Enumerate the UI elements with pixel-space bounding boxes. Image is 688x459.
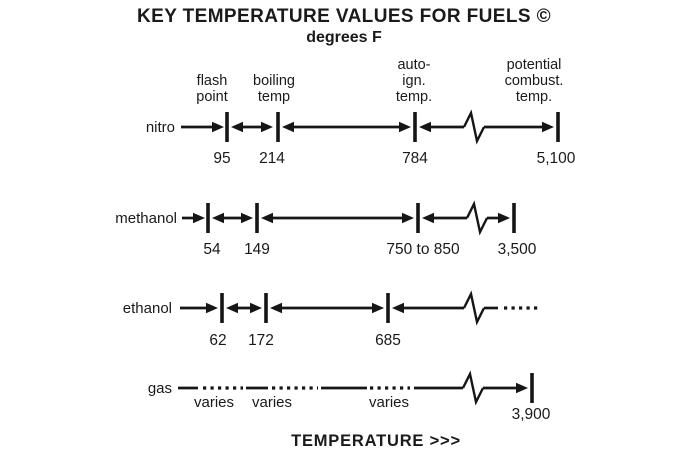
break-symbol [462, 109, 486, 145]
methanol-combust-value: 3,500 [497, 241, 537, 258]
arrowhead-left [261, 212, 273, 224]
ethanol-flash-point-value: 62 [209, 332, 227, 349]
ethanol-scale [180, 290, 538, 326]
fuel-label-gas: gas [147, 380, 172, 397]
column-header-flash-point: flash point [196, 73, 227, 105]
column-header-potential-combust-temp: potential combust. temp. [505, 57, 564, 105]
arrowhead-right [206, 302, 218, 314]
gas-combust-tick [530, 373, 534, 403]
arrowhead-left [419, 121, 431, 133]
arrowhead-right [250, 302, 262, 314]
fuel-label-ethanol: ethanol [122, 300, 172, 317]
header-line: ign. [402, 73, 426, 89]
arrowhead-left [422, 212, 434, 224]
arrowhead-right [193, 212, 205, 224]
header-line: temp [257, 89, 291, 105]
methanol-flash-point-value: 54 [203, 241, 221, 258]
header-line: point [196, 89, 228, 105]
methanol-auto-ign-value: 750 to 850 [386, 241, 460, 258]
ethanol-autoign-tick [386, 293, 390, 323]
column-header-boiling-temp: boiling temp [253, 73, 295, 105]
nitro-boiling-tick [276, 112, 280, 142]
column-header-auto-ign-temp: auto- ign. temp. [396, 57, 432, 105]
nitro-auto-ign-value: 784 [402, 150, 428, 167]
methanol-autoign-tick [416, 203, 420, 233]
break-symbol [461, 370, 485, 406]
header-line: auto- [397, 57, 431, 73]
break-symbol [462, 290, 486, 326]
arrowhead-right [542, 121, 554, 133]
methanol-boiling-temp-value: 149 [244, 241, 270, 258]
arrowhead-left [231, 121, 243, 133]
gas-boiling-temp-value: varies [251, 394, 293, 411]
header-line: boiling [253, 73, 295, 89]
arrowhead-right [372, 302, 384, 314]
nitro-flash-tick [225, 112, 229, 142]
nitro-combust-value: 5,100 [536, 150, 576, 167]
header-line: temp. [515, 89, 553, 105]
ethanol-flash-tick [220, 293, 224, 323]
arrowhead-right [516, 382, 528, 394]
arrowhead-left [212, 212, 224, 224]
arrowhead-right [498, 212, 510, 224]
ethanol-auto-ign-value: 685 [375, 332, 401, 349]
nitro-flash-point-value: 95 [213, 150, 231, 167]
nitro-autoign-tick [413, 112, 417, 142]
arrowhead-left [226, 302, 238, 314]
methanol-scale [182, 200, 516, 236]
arrowhead-right [261, 121, 273, 133]
arrowhead-right [402, 212, 414, 224]
nitro-boiling-temp-value: 214 [259, 150, 285, 167]
page-title: KEY TEMPERATURE VALUES FOR FUELS © [137, 6, 551, 27]
fuel-label-methanol: methanol [115, 210, 177, 227]
arrowhead-left [392, 302, 404, 314]
gas-flash-point-value: varies [193, 394, 235, 411]
arrowhead-left [270, 302, 282, 314]
break-symbol [465, 200, 489, 236]
arrowhead-right [241, 212, 253, 224]
header-line: combust. [504, 73, 564, 89]
arrowhead-left [282, 121, 294, 133]
header-line: temp. [395, 89, 433, 105]
gas-scale [178, 370, 534, 406]
methanol-flash-tick [206, 203, 210, 233]
header-line: flash [196, 73, 228, 89]
temperature-axis-label: TEMPERATURE >>> [291, 432, 461, 450]
arrowhead-right [399, 121, 411, 133]
gas-auto-ign-value: varies [368, 394, 410, 411]
nitro-scale [181, 109, 560, 145]
nitro-combust-tick [556, 112, 560, 142]
units-subtitle: degrees F [306, 29, 382, 46]
methanol-boiling-tick [255, 203, 259, 233]
ethanol-boiling-tick [264, 293, 268, 323]
arrowhead-right [212, 121, 224, 133]
methanol-combust-tick [512, 203, 516, 233]
ethanol-boiling-temp-value: 172 [248, 332, 274, 349]
gas-combust-value: 3,900 [511, 406, 551, 423]
header-line: potential [506, 57, 562, 73]
fuel-label-nitro: nitro [145, 119, 175, 136]
